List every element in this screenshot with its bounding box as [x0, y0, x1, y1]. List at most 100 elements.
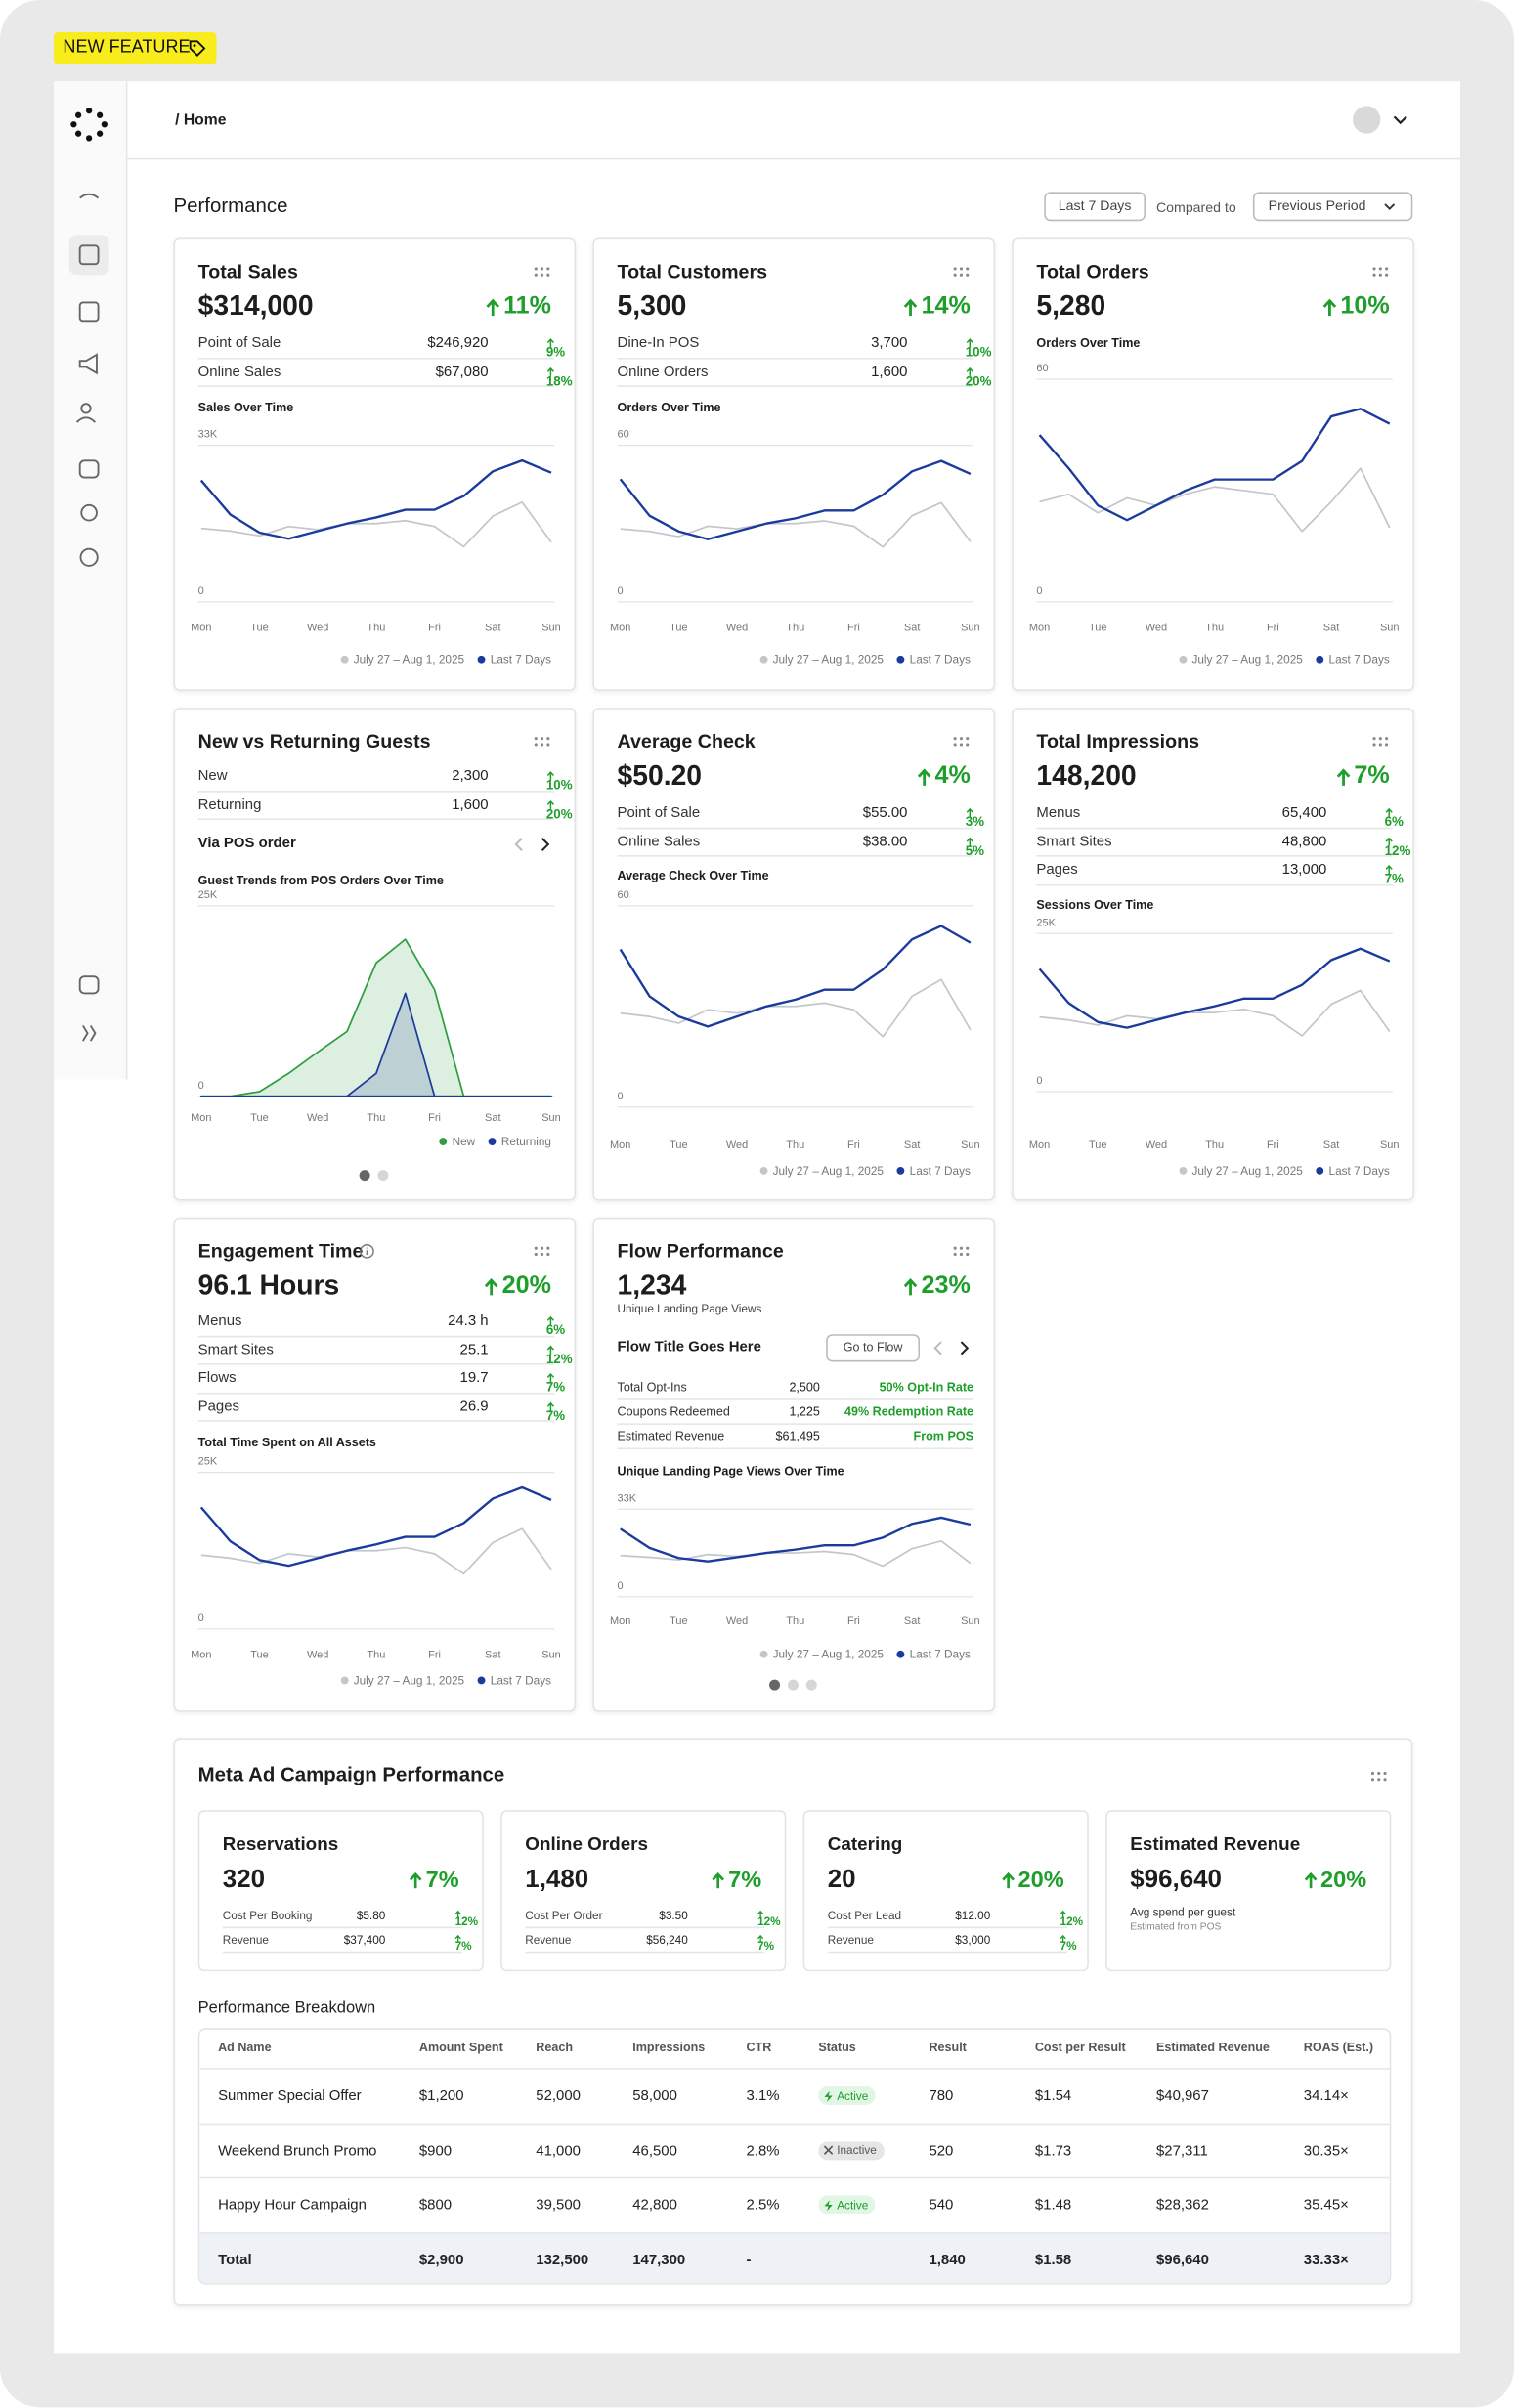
status-icon-path: [823, 2145, 834, 2155]
user-menu[interactable]: [1351, 105, 1412, 135]
go-to-flow-button[interactable]: Go to Flow: [826, 1334, 921, 1362]
up-arrow: [903, 298, 918, 316]
legend-item: Returning: [489, 1135, 551, 1148]
nav-icon[interactable]: [79, 193, 100, 199]
card-value: 5,300: [617, 289, 687, 322]
nav-icon[interactable]: [80, 403, 92, 414]
x-tick-label: Thu: [786, 623, 804, 634]
line: [619, 459, 972, 540]
y-tick-label: 60: [618, 889, 629, 901]
card-menu[interactable]: [952, 736, 971, 749]
card-menu[interactable]: [1369, 1770, 1388, 1783]
nav-icon[interactable]: [80, 503, 98, 522]
metric-row: Smart Sites 48,800 12%: [1036, 829, 1410, 857]
nav-icon[interactable]: [78, 353, 98, 375]
chart: 0 25K Mon Tue Wed Thu Fri Sat Sun: [1029, 917, 1400, 1151]
legend-item: July 27 – Aug 1, 2025: [760, 1164, 884, 1178]
table-cell: 3.1%: [746, 2087, 780, 2105]
card-value: 96.1 Hours: [197, 1269, 340, 1301]
table-cell: 30.35×: [1303, 2142, 1349, 2160]
box-title: Online Orders: [525, 1832, 649, 1855]
box-note: Estimated from POS: [1130, 1921, 1222, 1933]
change: 10%: [966, 338, 991, 360]
up-arrow: [966, 836, 973, 846]
card-menu[interactable]: [533, 266, 551, 279]
card-value: $50.20: [617, 759, 703, 792]
card-title: Flow Performance: [617, 1240, 784, 1263]
change: 11%: [485, 293, 551, 321]
row-value: 3,700: [871, 334, 908, 352]
box-row-value: $37,400: [343, 1932, 386, 1948]
box-row-value: $3.50: [659, 1908, 688, 1922]
legend-item: July 27 – Aug 1, 2025: [760, 1648, 884, 1661]
pager-dot[interactable]: [787, 1679, 799, 1691]
column-header: Reach: [536, 2040, 574, 2054]
nav-selected-bg: [68, 235, 109, 276]
chevron: [1384, 203, 1396, 210]
metric-row: Pages 13,000 7%: [1036, 857, 1404, 885]
x-tick-label: Sat: [904, 1140, 921, 1151]
card-menu[interactable]: [533, 1245, 551, 1258]
nav-icon[interactable]: [78, 301, 100, 322]
up-arrow: [546, 338, 554, 348]
table-cell: $96,640: [1155, 2251, 1209, 2269]
menu-dot: [1385, 267, 1389, 271]
nav-icon[interactable]: [78, 975, 100, 995]
change-value: 20%: [501, 1272, 551, 1300]
menu-dot: [534, 267, 538, 271]
x-tick-label: Thu: [1205, 623, 1224, 634]
change: 12%: [546, 1344, 573, 1365]
legend-label: July 27 – Aug 1, 2025: [1191, 1163, 1303, 1178]
pager-arrows[interactable]: [514, 837, 551, 852]
menu-dot: [966, 737, 970, 741]
collapse-icon[interactable]: [82, 1024, 97, 1042]
legend-item: Last 7 Days: [1316, 653, 1390, 666]
flow-row-label: Coupons Redeemed: [617, 1404, 730, 1419]
nav-icon[interactable]: [79, 547, 99, 567]
card-menu[interactable]: [1371, 736, 1390, 749]
nav-icon[interactable]: [78, 244, 100, 266]
range-button[interactable]: Last 7 Days: [1044, 192, 1146, 222]
x-tick-label: Mon: [610, 623, 630, 634]
table-cell: 52,000: [536, 2087, 581, 2105]
breadcrumb[interactable]: / Home: [175, 111, 227, 129]
y-tick-label: 0: [1036, 1075, 1042, 1087]
up-arrow-path: [1336, 768, 1351, 786]
up-arrow-path: [1385, 864, 1393, 875]
up-arrow: [917, 768, 931, 786]
pager-dot[interactable]: [359, 1170, 370, 1182]
table-cell: $1.58: [1034, 2251, 1072, 2269]
nav-icon[interactable]: [78, 459, 100, 479]
legend-item: July 27 – Aug 1, 2025: [760, 653, 884, 666]
up-arrow: [757, 1910, 764, 1918]
menu-dot: [534, 743, 538, 747]
menu-dot: [959, 737, 964, 741]
card-menu[interactable]: [952, 1245, 971, 1258]
pager-dot[interactable]: [805, 1679, 817, 1691]
card-menu[interactable]: [1371, 266, 1390, 279]
card-menu[interactable]: [533, 736, 551, 749]
compare-select[interactable]: Previous Period: [1252, 192, 1413, 222]
x-tick-label: Mon: [191, 1650, 211, 1661]
new-feature-badge[interactable]: NEW FEATURE: [53, 31, 217, 64]
card-menu[interactable]: [952, 266, 971, 279]
campaign-box: Estimated Revenue $96,640 20% Avg spend per…: [1105, 1810, 1392, 1972]
change-value: 3%: [965, 813, 985, 830]
menu-dot: [1378, 273, 1382, 277]
flow-row-value: 1,225: [789, 1404, 820, 1419]
legend-swatch: [478, 1676, 487, 1685]
change: 12%: [757, 1910, 781, 1928]
change-value: 7%: [454, 1939, 472, 1954]
pager-arrows[interactable]: [933, 1340, 971, 1355]
x-tick-label: Thu: [786, 1615, 804, 1627]
up-arrow: [546, 1344, 554, 1354]
change: 10%: [546, 771, 573, 793]
up-arrow: [546, 799, 554, 809]
menu-dot: [966, 1252, 970, 1257]
menu-dot: [546, 1252, 550, 1257]
info-icon[interactable]: [360, 1244, 375, 1260]
table-cell: Happy Hour Campaign: [218, 2197, 367, 2214]
pager-dot[interactable]: [377, 1170, 389, 1182]
pager-dot[interactable]: [769, 1679, 781, 1691]
line: [200, 1527, 552, 1575]
